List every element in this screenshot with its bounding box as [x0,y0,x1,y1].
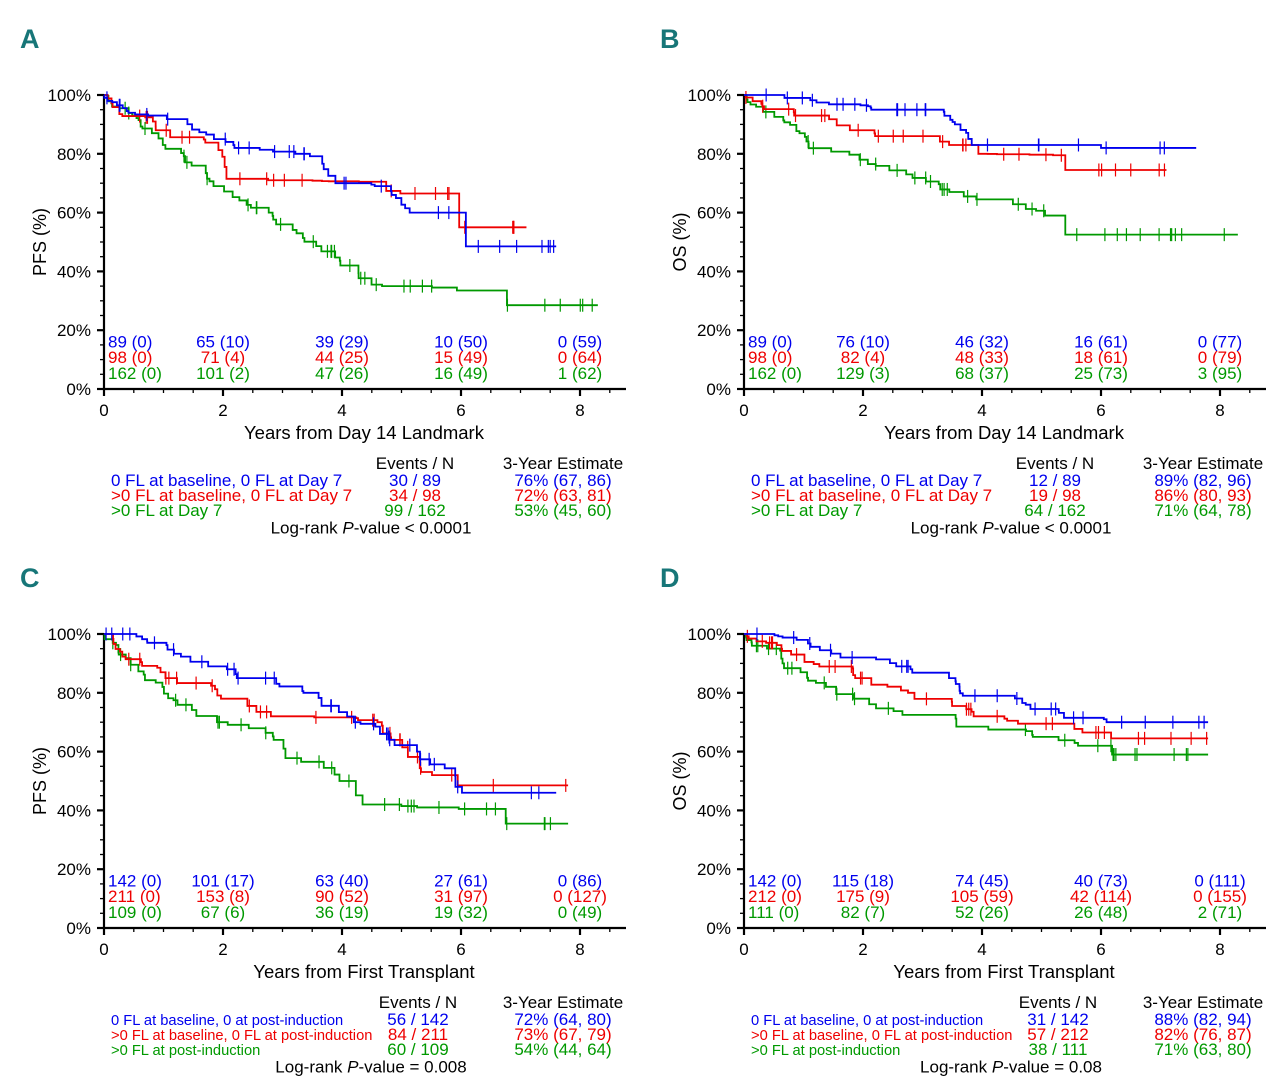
svg-text:40%: 40% [697,801,731,820]
svg-text:0%: 0% [706,380,731,399]
svg-text:2: 2 [218,401,227,420]
svg-text:4: 4 [977,940,986,959]
svg-text:0: 0 [739,401,748,420]
svg-text:129 (3): 129 (3) [836,364,890,383]
svg-text:71% (63, 80): 71% (63, 80) [1154,1040,1251,1059]
svg-text:>0 FL at post-induction: >0 FL at post-induction [111,1043,260,1059]
svg-text:Years from Day 14 Landmark: Years from Day 14 Landmark [244,422,485,443]
svg-text:2: 2 [858,940,867,959]
svg-text:6: 6 [456,940,465,959]
svg-text:6: 6 [1096,940,1105,959]
svg-text:100%: 100% [688,86,731,105]
svg-text:36 (19): 36 (19) [315,903,369,922]
svg-text:0: 0 [99,401,108,420]
svg-text:Years from Day 14 Landmark: Years from Day 14 Landmark [884,422,1125,443]
svg-text:80%: 80% [697,684,731,703]
svg-text:B: B [660,24,680,54]
svg-text:47 (26): 47 (26) [315,364,369,383]
svg-text:40%: 40% [57,262,91,281]
svg-text:60%: 60% [697,204,731,223]
svg-text:2: 2 [858,401,867,420]
svg-text:67 (6): 67 (6) [201,903,245,922]
svg-text:25 (73): 25 (73) [1074,364,1128,383]
svg-text:162 (0): 162 (0) [748,364,802,383]
svg-text:>0 FL at baseline, 0 FL at pos: >0 FL at baseline, 0 FL at post-inductio… [751,1028,1012,1044]
svg-text:Log-rank P-value = 0.08: Log-rank P-value = 0.08 [920,1057,1102,1076]
svg-text:0%: 0% [706,919,731,938]
svg-text:OS (%): OS (%) [670,212,690,271]
svg-text:40%: 40% [57,801,91,820]
svg-text:4: 4 [337,401,346,420]
svg-text:53% (45, 60): 53% (45, 60) [514,501,611,520]
svg-text:Log-rank P-value < 0.0001: Log-rank P-value < 0.0001 [911,518,1112,537]
svg-text:111 (0): 111 (0) [748,903,799,922]
svg-text:>0 FL at baseline, 0 FL at pos: >0 FL at baseline, 0 FL at post-inductio… [111,1028,372,1044]
svg-text:109 (0): 109 (0) [108,903,162,922]
svg-text:8: 8 [575,940,584,959]
svg-text:40%: 40% [697,262,731,281]
svg-text:D: D [660,563,680,593]
svg-text:4: 4 [337,940,346,959]
svg-text:>0 FL at Day 7: >0 FL at Day 7 [111,501,222,520]
svg-text:Log-rank P-value = 0.008: Log-rank P-value = 0.008 [275,1057,466,1076]
svg-text:20%: 20% [697,321,731,340]
svg-text:101 (2): 101 (2) [196,364,250,383]
svg-text:0 FL at baseline, 0 at post-in: 0 FL at baseline, 0 at post-induction [751,1013,983,1029]
svg-text:>0 FL at post-induction: >0 FL at post-induction [751,1043,900,1059]
svg-text:20%: 20% [57,860,91,879]
svg-text:PFS (%): PFS (%) [30,208,50,276]
svg-text:99 / 162: 99 / 162 [384,501,445,520]
svg-text:6: 6 [1096,401,1105,420]
svg-text:20%: 20% [697,860,731,879]
svg-text:80%: 80% [57,684,91,703]
svg-text:80%: 80% [57,145,91,164]
svg-text:82 (7): 82 (7) [841,903,885,922]
svg-text:16 (49): 16 (49) [434,364,488,383]
svg-text:54% (44, 64): 54% (44, 64) [514,1040,611,1059]
svg-text:4: 4 [977,401,986,420]
svg-text:71% (64, 78): 71% (64, 78) [1154,501,1251,520]
svg-text:20%: 20% [57,321,91,340]
svg-text:PFS (%): PFS (%) [30,747,50,815]
svg-text:1 (62): 1 (62) [558,364,602,383]
svg-text:64 / 162: 64 / 162 [1024,501,1085,520]
svg-text:162 (0): 162 (0) [108,364,162,383]
svg-text:2 (71): 2 (71) [1198,903,1242,922]
svg-text:0 (49): 0 (49) [558,903,602,922]
svg-text:0: 0 [739,940,748,959]
svg-text:19 (32): 19 (32) [434,903,488,922]
svg-text:C: C [20,563,40,593]
svg-text:>0 FL at Day 7: >0 FL at Day 7 [751,501,862,520]
svg-text:8: 8 [1215,940,1224,959]
svg-text:80%: 80% [697,145,731,164]
svg-text:Years from First Transplant: Years from First Transplant [253,961,474,982]
svg-text:38 / 111: 38 / 111 [1029,1040,1088,1059]
svg-text:OS (%): OS (%) [670,751,690,810]
svg-text:60 / 109: 60 / 109 [387,1040,448,1059]
svg-text:0: 0 [99,940,108,959]
svg-text:52 (26): 52 (26) [955,903,1009,922]
svg-text:0%: 0% [66,380,91,399]
svg-text:Log-rank P-value < 0.0001: Log-rank P-value < 0.0001 [271,518,472,537]
svg-text:0 FL at baseline, 0 at post-in: 0 FL at baseline, 0 at post-induction [111,1013,343,1029]
svg-text:26 (48): 26 (48) [1074,903,1128,922]
svg-text:100%: 100% [48,86,91,105]
svg-text:6: 6 [456,401,465,420]
svg-text:2: 2 [218,940,227,959]
svg-text:100%: 100% [48,625,91,644]
svg-text:100%: 100% [688,625,731,644]
svg-text:8: 8 [1215,401,1224,420]
svg-text:8: 8 [575,401,584,420]
svg-text:0%: 0% [66,919,91,938]
svg-text:68 (37): 68 (37) [955,364,1009,383]
svg-text:A: A [20,24,40,54]
svg-text:60%: 60% [57,743,91,762]
svg-text:60%: 60% [57,204,91,223]
svg-text:Years from First Transplant: Years from First Transplant [893,961,1114,982]
svg-text:60%: 60% [697,743,731,762]
svg-text:3 (95): 3 (95) [1198,364,1242,383]
